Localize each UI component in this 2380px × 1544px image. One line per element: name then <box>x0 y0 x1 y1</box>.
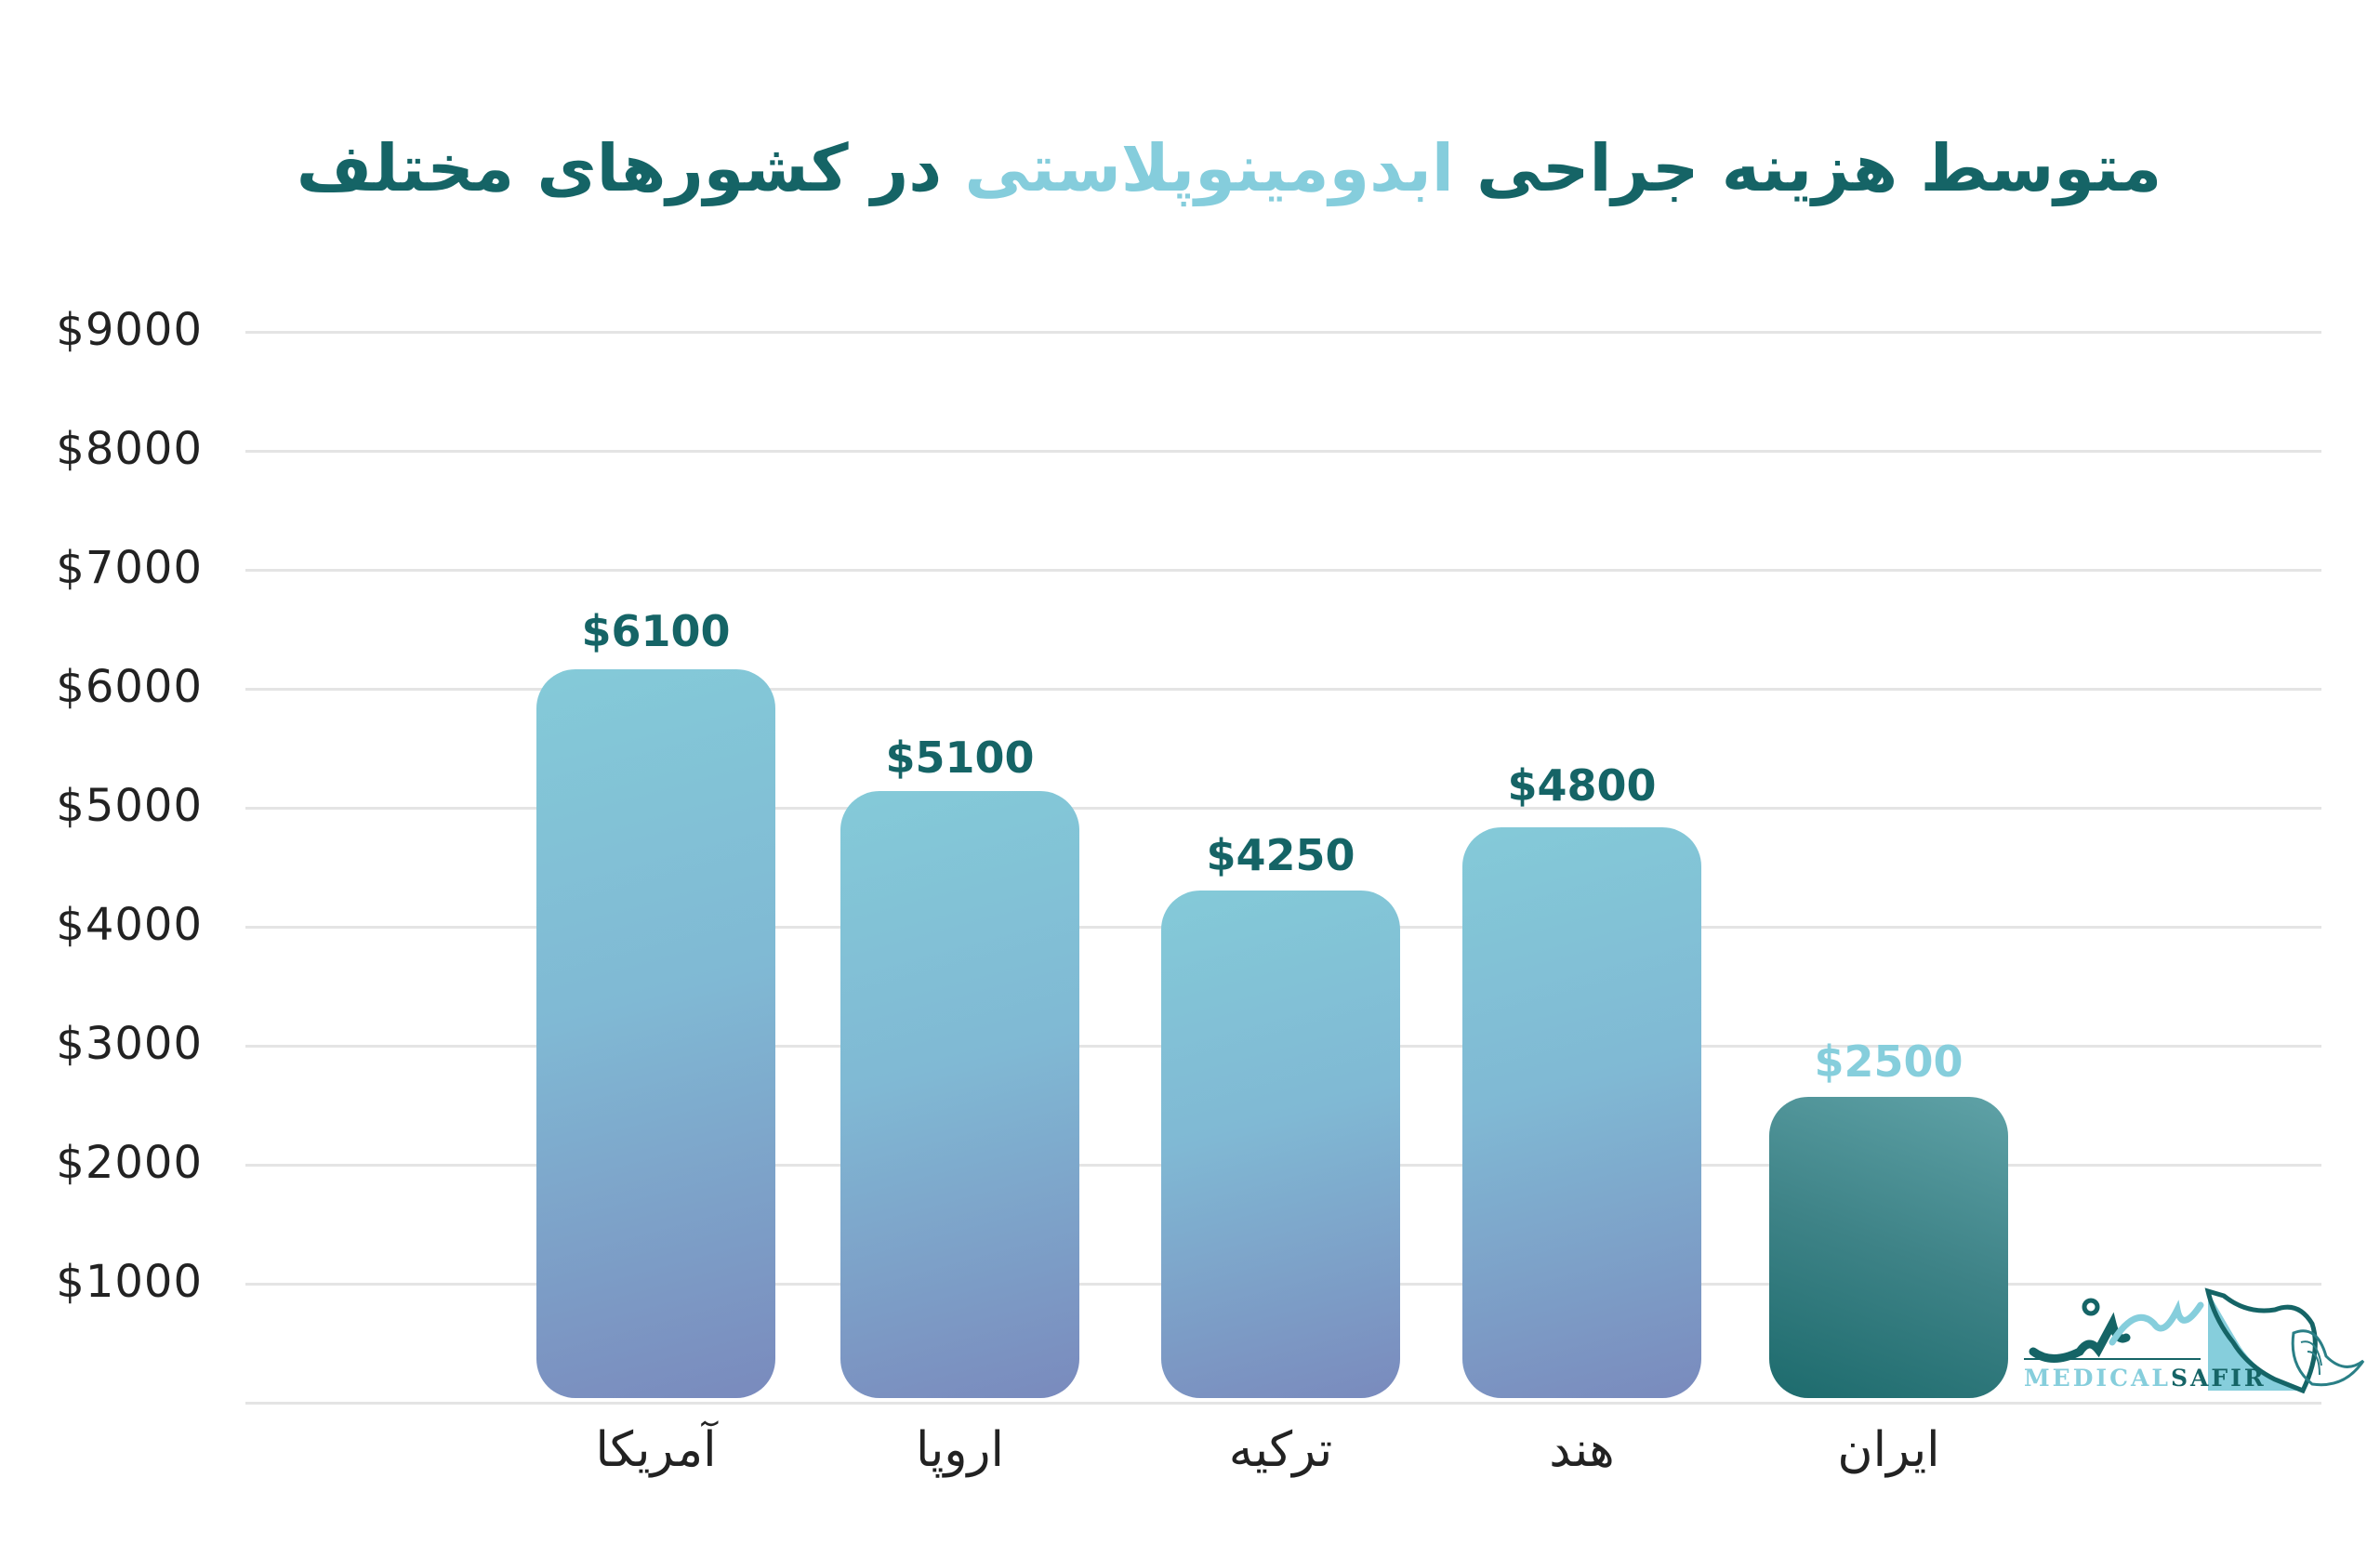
category-label-turkey: ترکیه <box>1228 1422 1333 1478</box>
value-label-usa: $6100 <box>581 606 731 656</box>
ytick-label: $2000 <box>56 1137 203 1189</box>
ytick-label: $6000 <box>56 661 203 713</box>
medicalsafir-logo: MEDICALSAFIR <box>2024 1287 2368 1396</box>
logo-text: MEDICALSAFIR <box>2024 1365 2267 1392</box>
category-label-europe: اروپا <box>916 1422 1004 1478</box>
bar-iran <box>1769 1097 2008 1398</box>
gridline-6000 <box>245 688 2321 691</box>
ytick-label: $5000 <box>56 780 203 832</box>
ytick-label: $9000 <box>56 304 203 356</box>
category-label-india: هند <box>1549 1422 1615 1478</box>
category-label-iran: ایران <box>1837 1422 1940 1478</box>
value-label-europe: $5100 <box>885 732 1035 783</box>
ytick-label: $7000 <box>56 542 203 594</box>
value-label-india: $4800 <box>1507 760 1657 811</box>
gridline-7000 <box>245 569 2321 572</box>
ytick-label: $3000 <box>56 1018 203 1070</box>
ytick-label: $8000 <box>56 423 203 475</box>
gridline-9000 <box>245 331 2321 334</box>
bar-usa <box>536 669 775 1398</box>
gridline-8000 <box>245 450 2321 453</box>
logo-graphic-icon <box>2024 1287 2365 1394</box>
baseline <box>245 1402 2321 1405</box>
bar-europe <box>840 791 1079 1398</box>
chart-title: متوسط هزینه جراحی ابدومینوپلاستی در کشور… <box>0 130 2380 206</box>
ytick-label: $4000 <box>56 899 203 951</box>
title-highlight: ابدومینوپلاستی <box>964 130 1454 206</box>
bar-india <box>1462 827 1701 1398</box>
title-part-2: در کشورهای مختلف <box>296 130 965 206</box>
value-label-turkey: $4250 <box>1206 830 1355 880</box>
gridline-5000 <box>245 807 2321 810</box>
ytick-label: $1000 <box>56 1256 203 1308</box>
bar-turkey <box>1161 891 1400 1398</box>
value-label-iran: $2500 <box>1814 1036 1964 1087</box>
title-part-1: متوسط هزینه جراحی <box>1453 130 2162 206</box>
category-label-usa: آمریکا <box>595 1422 717 1478</box>
